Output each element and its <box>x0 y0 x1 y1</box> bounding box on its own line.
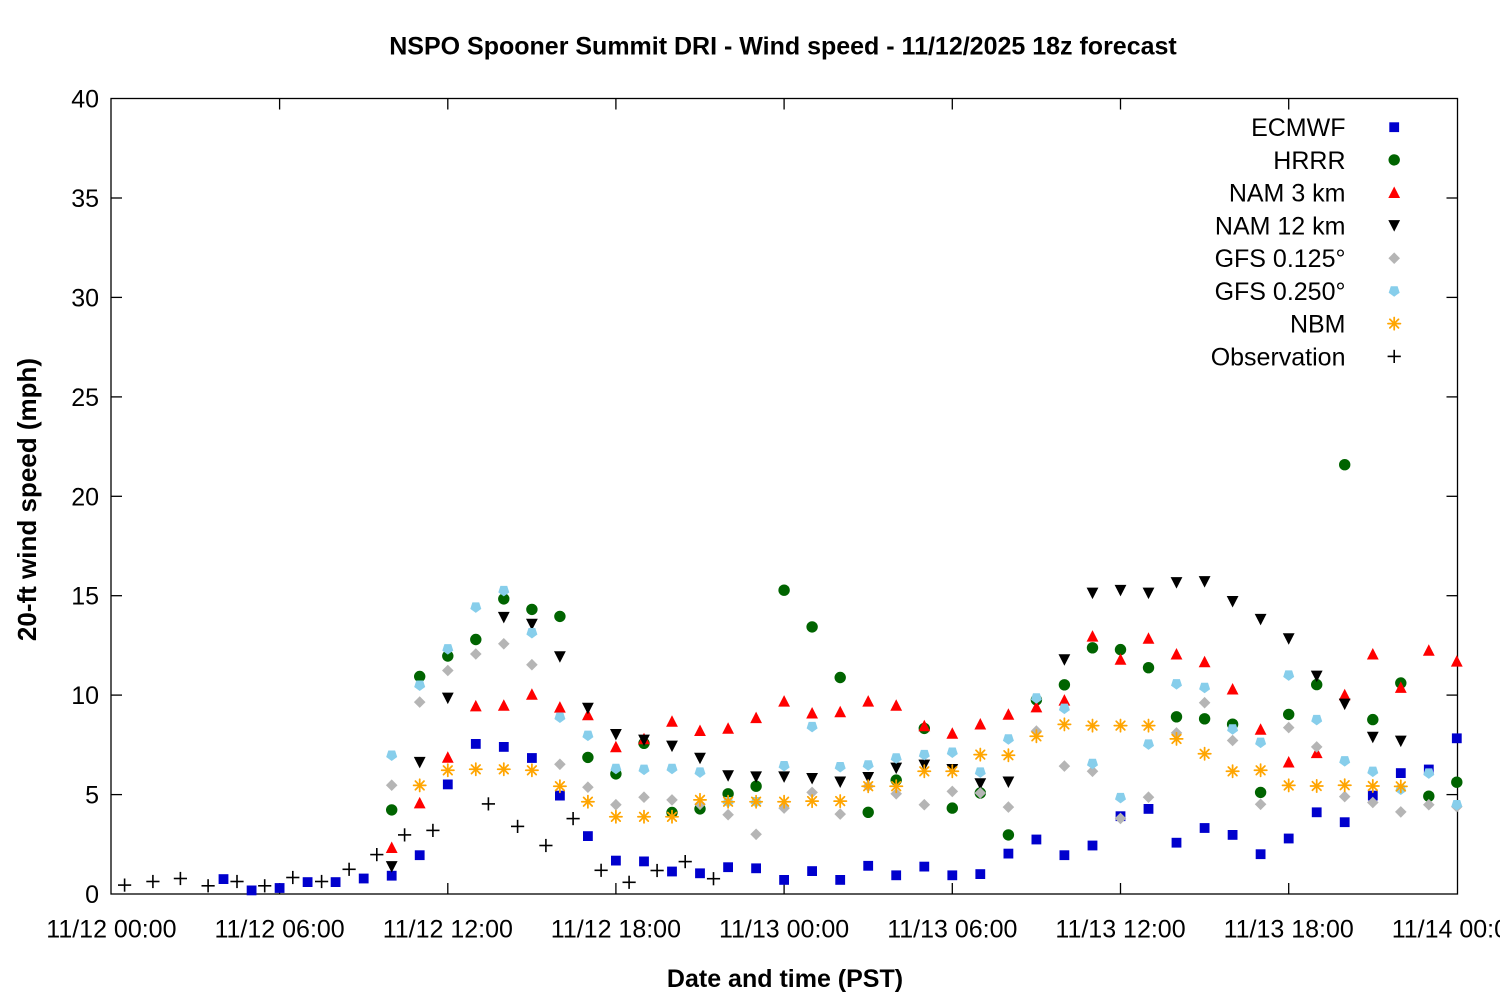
svg-text:NAM 12 km: NAM 12 km <box>1215 212 1346 240</box>
svg-text:11/13 06:00: 11/13 06:00 <box>887 916 1017 944</box>
svg-text:11/12 12:00: 11/12 12:00 <box>383 916 513 944</box>
svg-text:15: 15 <box>71 583 99 611</box>
svg-text:Date and time (PST): Date and time (PST) <box>667 965 903 993</box>
svg-text:11/12 00:00: 11/12 00:00 <box>46 916 176 944</box>
svg-text:5: 5 <box>85 782 99 810</box>
svg-text:GFS 0.125°: GFS 0.125° <box>1215 245 1346 273</box>
svg-text:11/12 06:00: 11/12 06:00 <box>214 916 344 944</box>
svg-text:35: 35 <box>71 185 99 213</box>
svg-text:40: 40 <box>71 86 99 114</box>
svg-text:0: 0 <box>85 881 99 909</box>
svg-text:30: 30 <box>71 284 99 312</box>
svg-text:10: 10 <box>71 682 99 710</box>
svg-text:11/13 12:00: 11/13 12:00 <box>1055 916 1185 944</box>
svg-text:20: 20 <box>71 483 99 511</box>
svg-text:HRRR: HRRR <box>1273 147 1345 175</box>
svg-text:20-ft wind speed (mph): 20-ft wind speed (mph) <box>12 358 42 641</box>
svg-text:NSPO Spooner Summit DRI - Wind: NSPO Spooner Summit DRI - Wind speed - 1… <box>389 33 1177 61</box>
svg-text:11/14 00:00: 11/14 00:00 <box>1392 916 1500 944</box>
svg-text:NBM: NBM <box>1290 311 1346 339</box>
svg-text:25: 25 <box>71 384 99 412</box>
svg-text:Observation: Observation <box>1211 343 1346 371</box>
svg-text:NAM 3 km: NAM 3 km <box>1229 180 1346 208</box>
svg-text:11/13 00:00: 11/13 00:00 <box>719 916 849 944</box>
svg-text:GFS 0.250°: GFS 0.250° <box>1215 278 1346 306</box>
svg-text:11/12 18:00: 11/12 18:00 <box>551 916 681 944</box>
svg-text:11/13 18:00: 11/13 18:00 <box>1224 916 1354 944</box>
svg-text:ECMWF: ECMWF <box>1251 114 1345 142</box>
